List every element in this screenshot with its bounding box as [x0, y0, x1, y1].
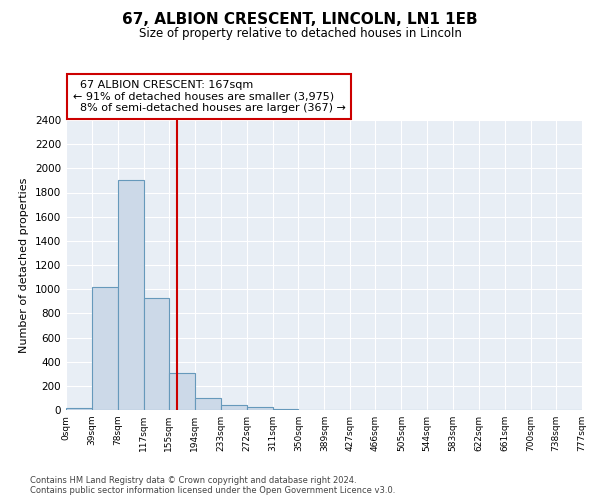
Bar: [195, 398, 221, 410]
Bar: [221, 404, 247, 410]
Bar: [66, 408, 92, 410]
Text: Size of property relative to detached houses in Lincoln: Size of property relative to detached ho…: [139, 28, 461, 40]
Bar: [247, 407, 272, 410]
Bar: [143, 298, 169, 410]
Text: 67, ALBION CRESCENT, LINCOLN, LN1 1EB: 67, ALBION CRESCENT, LINCOLN, LN1 1EB: [122, 12, 478, 28]
Text: 67 ALBION CRESCENT: 167sqm
← 91% of detached houses are smaller (3,975)
  8% of : 67 ALBION CRESCENT: 167sqm ← 91% of deta…: [73, 80, 346, 113]
Bar: [92, 287, 118, 410]
Y-axis label: Number of detached properties: Number of detached properties: [19, 178, 29, 352]
Bar: [169, 372, 195, 410]
Text: Contains HM Land Registry data © Crown copyright and database right 2024.
Contai: Contains HM Land Registry data © Crown c…: [30, 476, 395, 495]
Bar: [118, 180, 143, 410]
